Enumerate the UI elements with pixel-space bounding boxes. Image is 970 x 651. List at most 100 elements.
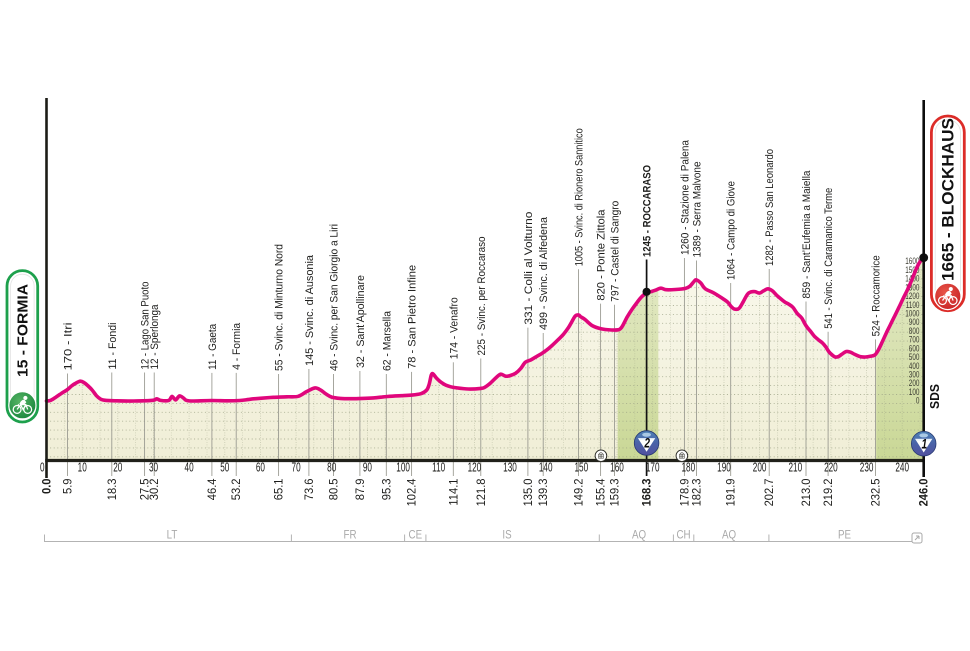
svg-text:178.9: 178.9	[678, 479, 692, 507]
svg-text:32 - Sant’Apollinare: 32 - Sant’Apollinare	[355, 275, 367, 368]
svg-text:202.7: 202.7	[763, 479, 777, 507]
svg-text:46 - Svinc. per San Giorgio a: 46 - Svinc. per San Giorgio a Liri	[329, 224, 341, 371]
svg-text:LT: LT	[167, 529, 178, 542]
svg-text:90: 90	[363, 461, 372, 475]
svg-text:60: 60	[256, 461, 265, 475]
svg-text:225 - Svinc. per Roccaraso: 225 - Svinc. per Roccaraso	[476, 237, 488, 356]
svg-text:0: 0	[916, 396, 920, 406]
svg-text:1200: 1200	[905, 291, 919, 301]
svg-text:50: 50	[220, 461, 229, 475]
svg-text:AQ: AQ	[722, 529, 736, 542]
svg-text:200: 200	[909, 378, 920, 388]
svg-text:110: 110	[432, 461, 445, 475]
svg-text:1064 - Campo di Giove: 1064 - Campo di Giove	[726, 181, 738, 280]
svg-text:SDS: SDS	[928, 384, 942, 409]
svg-text:820 - Ponte Zittola: 820 - Ponte Zittola	[596, 209, 608, 301]
svg-text:78 - San Pietro Infine: 78 - San Pietro Infine	[407, 265, 419, 369]
svg-text:80: 80	[327, 461, 336, 475]
svg-text:0: 0	[40, 461, 45, 475]
svg-text:139.3: 139.3	[537, 478, 551, 506]
svg-text:55 - Svinc. di Minturno Nord: 55 - Svinc. di Minturno Nord	[274, 244, 286, 371]
svg-text:232.5: 232.5	[869, 478, 883, 506]
svg-text:182.3: 182.3	[690, 478, 704, 506]
svg-text:4 - Formia: 4 - Formia	[231, 322, 243, 370]
svg-text:1389 - Serra Malvone: 1389 - Serra Malvone	[692, 162, 704, 258]
svg-text:CH: CH	[676, 529, 690, 542]
svg-text:220: 220	[824, 461, 838, 475]
svg-text:18.3: 18.3	[105, 478, 119, 500]
svg-text:30: 30	[149, 461, 158, 475]
svg-text:CE: CE	[409, 529, 423, 542]
svg-text:1300: 1300	[905, 282, 919, 292]
svg-text:500: 500	[909, 352, 920, 362]
svg-text:135.0: 135.0	[521, 478, 535, 506]
svg-text:70: 70	[292, 461, 301, 475]
svg-text:100: 100	[909, 387, 920, 397]
svg-text:114.1: 114.1	[447, 479, 461, 506]
svg-text:219.2: 219.2	[822, 479, 836, 507]
svg-text:240: 240	[895, 461, 909, 475]
svg-text:600: 600	[909, 343, 920, 353]
svg-text:120: 120	[468, 461, 482, 475]
svg-text:1000: 1000	[905, 308, 919, 318]
svg-text:40: 40	[185, 461, 194, 475]
svg-text:140: 140	[539, 461, 553, 475]
svg-text:300: 300	[909, 369, 920, 379]
svg-text:170 - Itri: 170 - Itri	[63, 323, 75, 371]
svg-text:1: 1	[921, 436, 927, 452]
svg-text:15 - FORMIA: 15 - FORMIA	[15, 284, 32, 377]
svg-text:168.3: 168.3	[640, 478, 654, 506]
svg-text:65.1: 65.1	[272, 479, 286, 501]
svg-text:213.0: 213.0	[799, 478, 813, 506]
svg-text:160: 160	[610, 461, 624, 475]
svg-text:499 - Svinc. di Alfedena: 499 - Svinc. di Alfedena	[538, 216, 550, 330]
svg-text:145 - Svinc. di Ausonia: 145 - Svinc. di Ausonia	[304, 254, 316, 366]
svg-text:900: 900	[909, 317, 920, 327]
svg-text:11 - Gaeta: 11 - Gaeta	[207, 323, 219, 370]
svg-text:155.4: 155.4	[594, 478, 608, 506]
svg-text:0.0: 0.0	[40, 478, 54, 494]
svg-text:149.2: 149.2	[572, 479, 586, 507]
svg-text:150: 150	[574, 461, 588, 475]
svg-text:87.9: 87.9	[353, 479, 367, 501]
svg-text:191.9: 191.9	[724, 479, 738, 507]
svg-text:AQ: AQ	[632, 529, 646, 542]
svg-text:400: 400	[909, 361, 920, 371]
svg-text:2: 2	[644, 435, 651, 451]
svg-text:230: 230	[860, 461, 874, 475]
svg-text:1260 - Stazione di Palena: 1260 - Stazione di Palena	[679, 139, 691, 255]
svg-text:800: 800	[909, 326, 920, 336]
svg-text:5.9: 5.9	[61, 479, 75, 495]
svg-text:180: 180	[681, 461, 695, 475]
svg-text:541 - Svinc. di Caramanico Ter: 541 - Svinc. di Caramanico Terme	[823, 188, 835, 329]
svg-text:1005 - Svinc. di Rionero Sanni: 1005 - Svinc. di Rionero Sannitico	[574, 128, 586, 266]
svg-text:1500: 1500	[905, 265, 919, 275]
svg-text:102.4: 102.4	[405, 478, 419, 506]
svg-text:1282 - Passo San Leonardo: 1282 - Passo San Leonardo	[764, 149, 776, 266]
svg-text:859 - Sant’Eufemia a Maiella: 859 - Sant’Eufemia a Maiella	[801, 170, 813, 299]
svg-text:1600: 1600	[905, 256, 919, 266]
svg-text:62 - Marsella: 62 - Marsella	[381, 310, 393, 371]
svg-text:1665 - BLOCKHAUS: 1665 - BLOCKHAUS	[940, 118, 958, 281]
svg-text:174 - Venafro: 174 - Venafro	[448, 297, 460, 359]
svg-text:IS: IS	[502, 529, 511, 542]
svg-text:797 - Castel di Sangro: 797 - Castel di Sangro	[610, 201, 622, 302]
svg-text:1245 - ROCCARASO: 1245 - ROCCARASO	[642, 165, 654, 257]
svg-text:12 - Lago San Puoto: 12 - Lago San Puoto	[140, 282, 152, 370]
svg-text:FR: FR	[343, 529, 356, 542]
svg-text:331 - Colli al Volturno: 331 - Colli al Volturno	[523, 212, 535, 325]
svg-text:80.5: 80.5	[327, 478, 341, 500]
svg-text:46.4: 46.4	[205, 478, 219, 500]
svg-text:53.2: 53.2	[230, 479, 244, 501]
svg-text:200: 200	[753, 461, 767, 475]
svg-text:95.3: 95.3	[380, 478, 394, 500]
svg-text:1100: 1100	[906, 300, 920, 310]
svg-text:170: 170	[646, 461, 660, 475]
svg-text:190: 190	[717, 461, 731, 475]
svg-text:130: 130	[503, 461, 517, 475]
svg-text:524 - Roccamorice: 524 - Roccamorice	[871, 255, 883, 336]
svg-text:27.5: 27.5	[138, 478, 152, 500]
svg-text:20: 20	[113, 461, 122, 475]
svg-text:700: 700	[909, 335, 920, 345]
svg-text:210: 210	[788, 461, 802, 475]
